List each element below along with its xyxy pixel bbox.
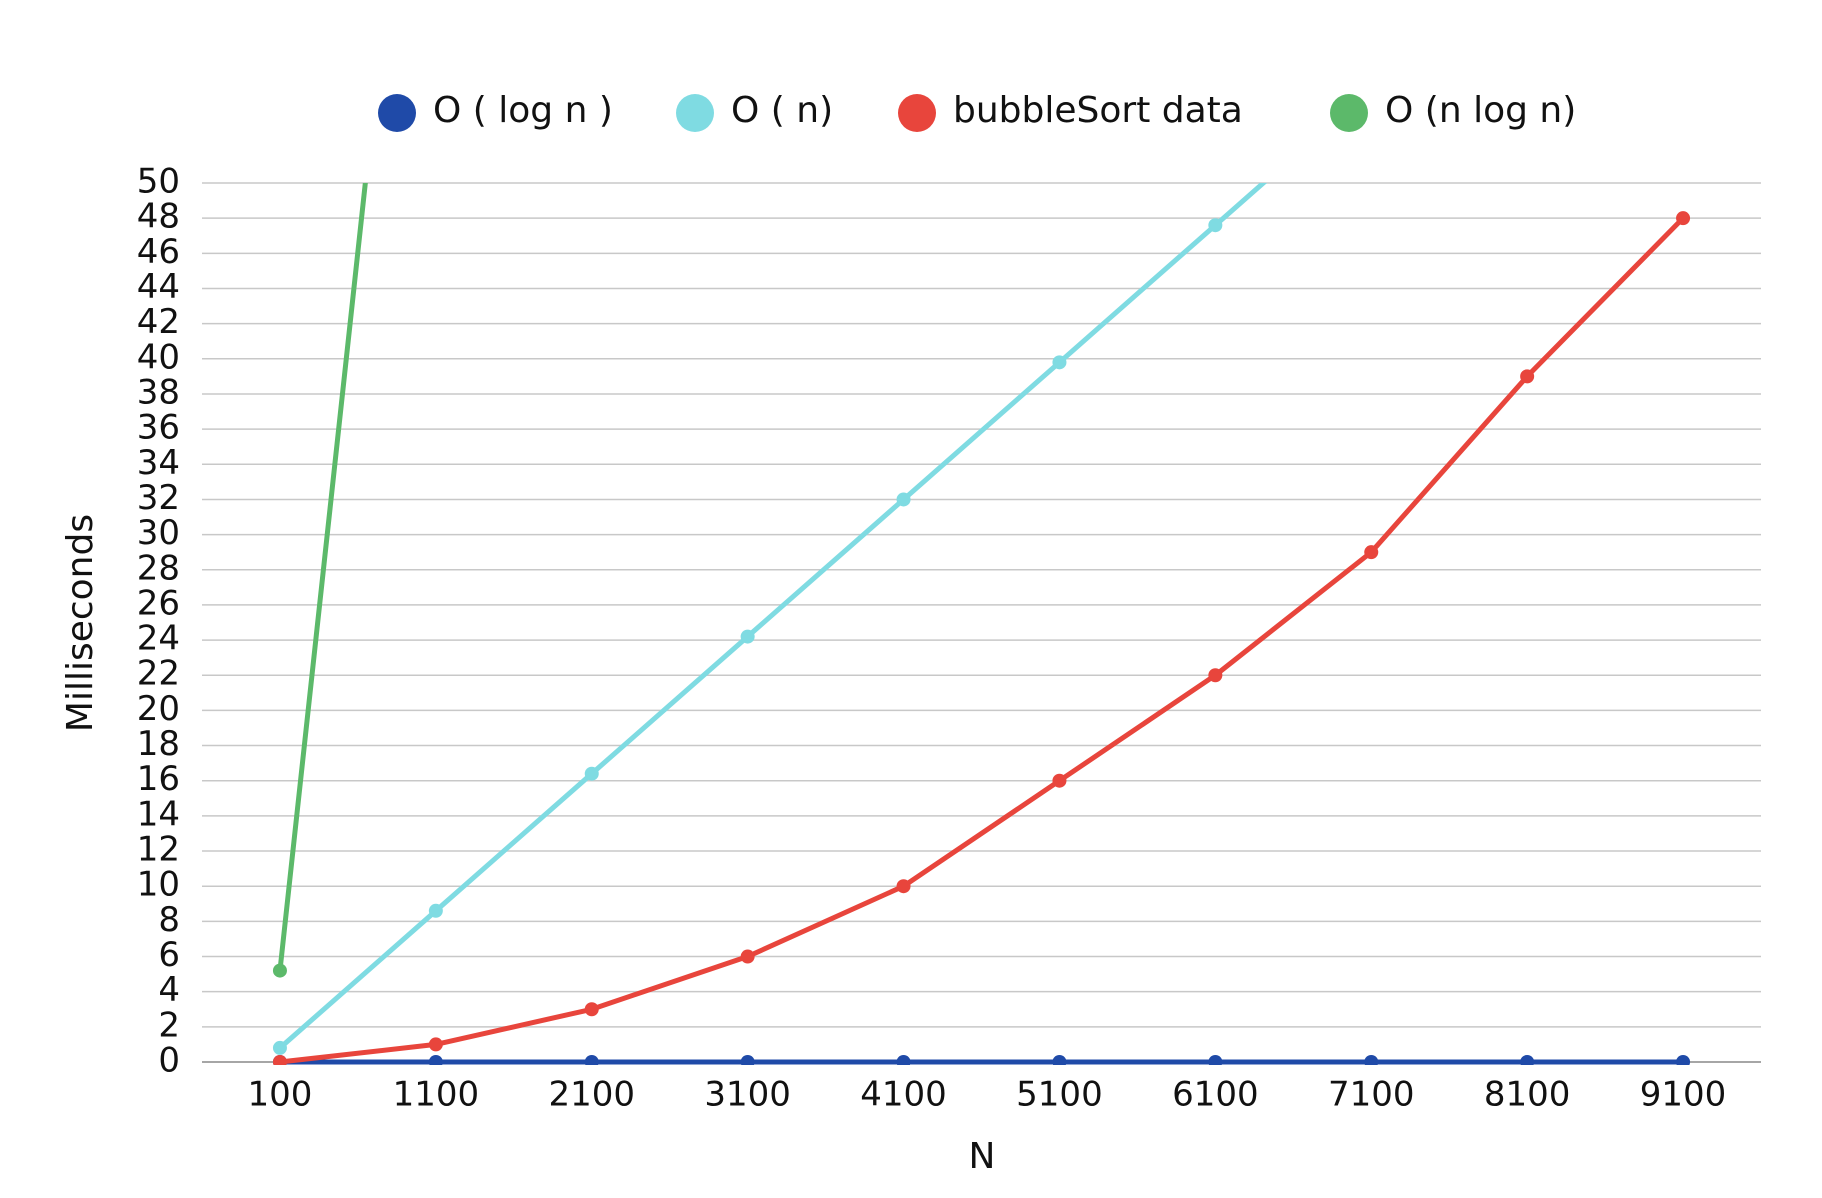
y-tick-label: 46 [137, 232, 180, 272]
y-tick-label: 42 [137, 302, 180, 342]
legend-marker [1330, 94, 1368, 132]
data-point [740, 1055, 755, 1065]
x-tick-label: 3100 [704, 1075, 791, 1115]
data-point [584, 1002, 599, 1017]
data-point [428, 1055, 443, 1065]
x-tick-label: 6100 [1172, 1075, 1259, 1115]
data-point [272, 963, 287, 978]
y-tick-label: 12 [137, 830, 180, 870]
y-tick-label: 44 [137, 267, 180, 307]
y-tick-label: 2 [158, 1005, 180, 1045]
y-tick-label: 14 [137, 794, 180, 834]
y-tick-label: 38 [137, 372, 180, 412]
data-point [896, 492, 911, 507]
data-point [428, 903, 443, 918]
y-tick-label: 30 [137, 513, 180, 553]
data-point [1052, 773, 1067, 788]
series-line [278, 183, 1268, 1050]
x-tick-label: 8100 [1484, 1075, 1571, 1115]
y-tick-label: 6 [158, 935, 180, 975]
legend-marker [378, 94, 416, 132]
data-point [272, 1055, 287, 1065]
x-tick-label: 2100 [548, 1075, 635, 1115]
y-tick-label: 10 [137, 865, 180, 905]
legend-label: O ( log n ) [433, 90, 613, 131]
y-tick-label: 4 [158, 970, 180, 1010]
y-tick-label: 36 [137, 408, 180, 448]
plot-area [272, 81, 1691, 1065]
legend-marker [898, 94, 936, 132]
y-tick-label: 18 [137, 724, 180, 764]
y-tick-label: 22 [137, 654, 180, 694]
legend-label: bubbleSort data [953, 90, 1243, 131]
x-tick-label: 9100 [1640, 1075, 1727, 1115]
y-tick-label: 0 [158, 1041, 180, 1081]
data-point [1676, 1055, 1691, 1065]
data-point [1520, 369, 1535, 384]
series-line [277, 183, 368, 971]
y-tick-label: 16 [137, 759, 180, 799]
data-point [1364, 1055, 1379, 1065]
legend: O ( log n ) O ( n) bubbleSort data O (n log… [378, 90, 1576, 132]
data-point [1208, 1055, 1223, 1065]
y-tick-label: 40 [137, 337, 180, 377]
y-tick-label: 24 [137, 619, 180, 659]
y-tick-label: 26 [137, 583, 180, 623]
data-point [272, 1040, 287, 1055]
x-axis-title: N [969, 1136, 996, 1177]
data-point [740, 629, 755, 644]
data-point [1364, 545, 1379, 560]
y-tick-label: 32 [137, 478, 180, 518]
data-point [1052, 355, 1067, 370]
series-line [279, 216, 1685, 1065]
legend-marker [676, 94, 714, 132]
x-tick-label: 7100 [1328, 1075, 1415, 1115]
data-point [428, 1037, 443, 1052]
x-tick-label: 100 [247, 1075, 312, 1115]
y-tick-label: 28 [137, 548, 180, 588]
data-point [740, 949, 755, 964]
data-point [896, 879, 911, 894]
data-point [896, 1055, 911, 1065]
legend-label: O ( n) [731, 90, 833, 131]
y-tick-label: 48 [137, 197, 180, 237]
data-point [1208, 218, 1223, 233]
y-tick-label: 8 [158, 900, 180, 940]
grid: 0246810121416182022242628303234363840424… [137, 162, 1761, 1115]
data-point [1208, 668, 1223, 683]
data-point [1520, 1055, 1535, 1065]
data-point [1364, 81, 1378, 95]
data-point [584, 1055, 599, 1065]
data-point [584, 766, 599, 781]
y-tick-label: 20 [137, 689, 180, 729]
x-tick-label: 1100 [393, 1075, 480, 1115]
y-tick-label: 34 [137, 443, 180, 483]
legend-label: O (n log n) [1385, 90, 1576, 131]
x-tick-label: 4100 [860, 1075, 947, 1115]
y-tick-label: 50 [137, 162, 180, 202]
data-point [1676, 211, 1691, 226]
y-axis-title: Milliseconds [60, 514, 101, 732]
data-point [1052, 1055, 1067, 1065]
x-tick-label: 5100 [1016, 1075, 1103, 1115]
